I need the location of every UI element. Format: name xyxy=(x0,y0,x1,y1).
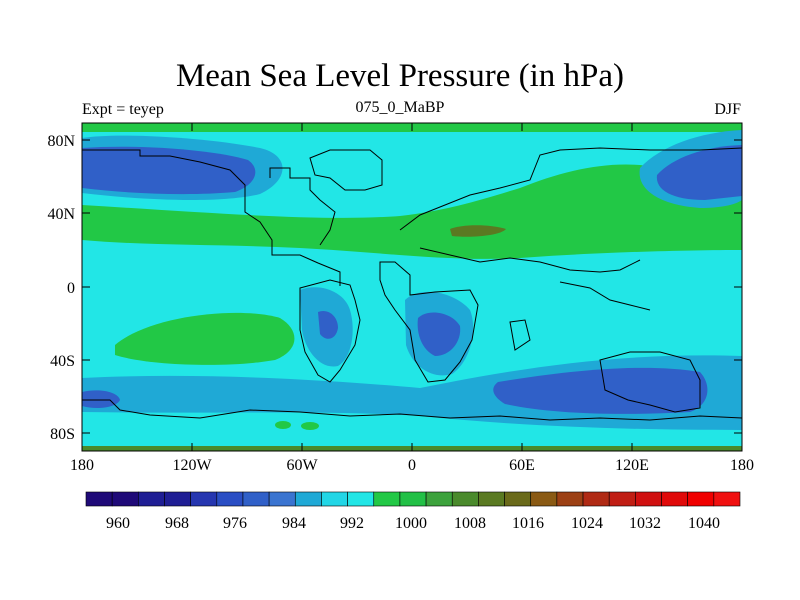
experiment-label: Expt = teyep xyxy=(82,101,164,118)
colorbar-box xyxy=(687,491,715,507)
coast-eurasia-north xyxy=(399,147,742,231)
contour-southern-ocean-inner xyxy=(493,367,708,414)
coast-africa xyxy=(379,261,479,383)
colorbar-box xyxy=(373,491,401,507)
colorbar-box xyxy=(635,491,662,507)
colorbar-label: 1024 xyxy=(571,515,603,532)
contour-natl-inner xyxy=(656,145,742,200)
lat-label: 80N xyxy=(47,133,75,150)
contour-safrica-inner xyxy=(417,312,461,356)
colorbar-label: 1032 xyxy=(629,515,661,532)
colorbar-label: 1016 xyxy=(512,515,544,532)
colorbar-box xyxy=(399,491,427,507)
lon-tick-labels: 180 120W 60W 0 60E 120E 180 xyxy=(70,457,754,474)
colorbar-box xyxy=(321,491,348,507)
colorbar-box xyxy=(451,491,479,507)
colorbar xyxy=(85,491,741,507)
contour-samerica-inner xyxy=(318,310,338,339)
colorbar-box xyxy=(661,491,688,507)
chart-title: Mean Sea Level Pressure (in hPa) xyxy=(175,58,625,94)
coast-greenland-canada xyxy=(269,167,336,246)
colorbar-box xyxy=(478,491,505,507)
contour-southern-ocean-west xyxy=(82,390,120,408)
colorbar-box xyxy=(294,491,322,507)
lat-label: 0 xyxy=(67,280,75,297)
time-label: 075_0_MaBP xyxy=(355,99,445,116)
colorbar-box xyxy=(164,491,191,507)
lon-ticks xyxy=(191,123,633,451)
coastlines xyxy=(82,147,742,421)
colorbar-box xyxy=(713,491,741,507)
contour-spac-high xyxy=(115,312,295,365)
colorbar-box xyxy=(85,491,113,507)
colorbar-box xyxy=(347,491,375,507)
lat-label: 40N xyxy=(47,206,75,223)
contour-subtropical-high xyxy=(82,164,742,259)
lon-label: 180 xyxy=(70,457,94,474)
colorbar-label: 1000 xyxy=(395,515,427,532)
colorbar-label: 984 xyxy=(282,515,306,532)
colorbar-box xyxy=(111,491,139,507)
coast-madagascar xyxy=(509,319,531,351)
colorbar-box xyxy=(190,491,218,507)
colorbar-label: 1040 xyxy=(688,515,720,532)
lon-label: 0 xyxy=(408,457,416,474)
colorbar-labels: 960 968 976 984 992 1000 1008 1016 1024 … xyxy=(106,515,720,532)
contour-asian-high xyxy=(450,225,506,237)
lon-label: 60W xyxy=(286,457,318,474)
colorbar-box xyxy=(608,491,636,507)
colorbar-box xyxy=(242,491,270,507)
colorbar-label: 1008 xyxy=(454,515,486,532)
colorbar-box xyxy=(425,491,453,507)
colorbar-box xyxy=(556,491,584,507)
colorbar-box xyxy=(530,491,558,507)
coast-eurasia-south xyxy=(419,247,641,273)
lon-label: 120W xyxy=(172,457,212,474)
lon-label: 180 xyxy=(730,457,754,474)
coast-indonesia xyxy=(559,281,651,311)
coast-antarctica xyxy=(82,399,742,421)
lat-ticks xyxy=(82,139,742,434)
contour-npac-inner xyxy=(82,146,256,195)
lon-label: 60E xyxy=(509,457,535,474)
contour-antarctic-high-2 xyxy=(301,422,319,430)
lon-label: 120E xyxy=(615,457,649,474)
lat-label: 80S xyxy=(50,426,75,443)
coast-greenland xyxy=(309,149,383,191)
colorbar-box xyxy=(504,491,532,507)
lat-label: 40S xyxy=(50,353,75,370)
contour-antarctic-high-1 xyxy=(275,421,291,429)
colorbar-label: 960 xyxy=(106,515,130,532)
lat-tick-labels: 80N 40N 0 40S 80S xyxy=(47,133,75,443)
season-label: DJF xyxy=(714,101,741,118)
contour-field xyxy=(82,123,742,451)
coast-australia xyxy=(599,351,701,413)
colorbar-box xyxy=(138,491,165,507)
colorbar-box xyxy=(216,491,244,507)
colorbar-box xyxy=(582,491,610,507)
coast-south-america xyxy=(299,279,361,383)
colorbar-box xyxy=(268,491,296,507)
coast-north-america xyxy=(82,149,341,286)
colorbar-label: 976 xyxy=(223,515,247,532)
colorbar-label: 968 xyxy=(165,515,189,532)
colorbar-label: 992 xyxy=(340,515,364,532)
